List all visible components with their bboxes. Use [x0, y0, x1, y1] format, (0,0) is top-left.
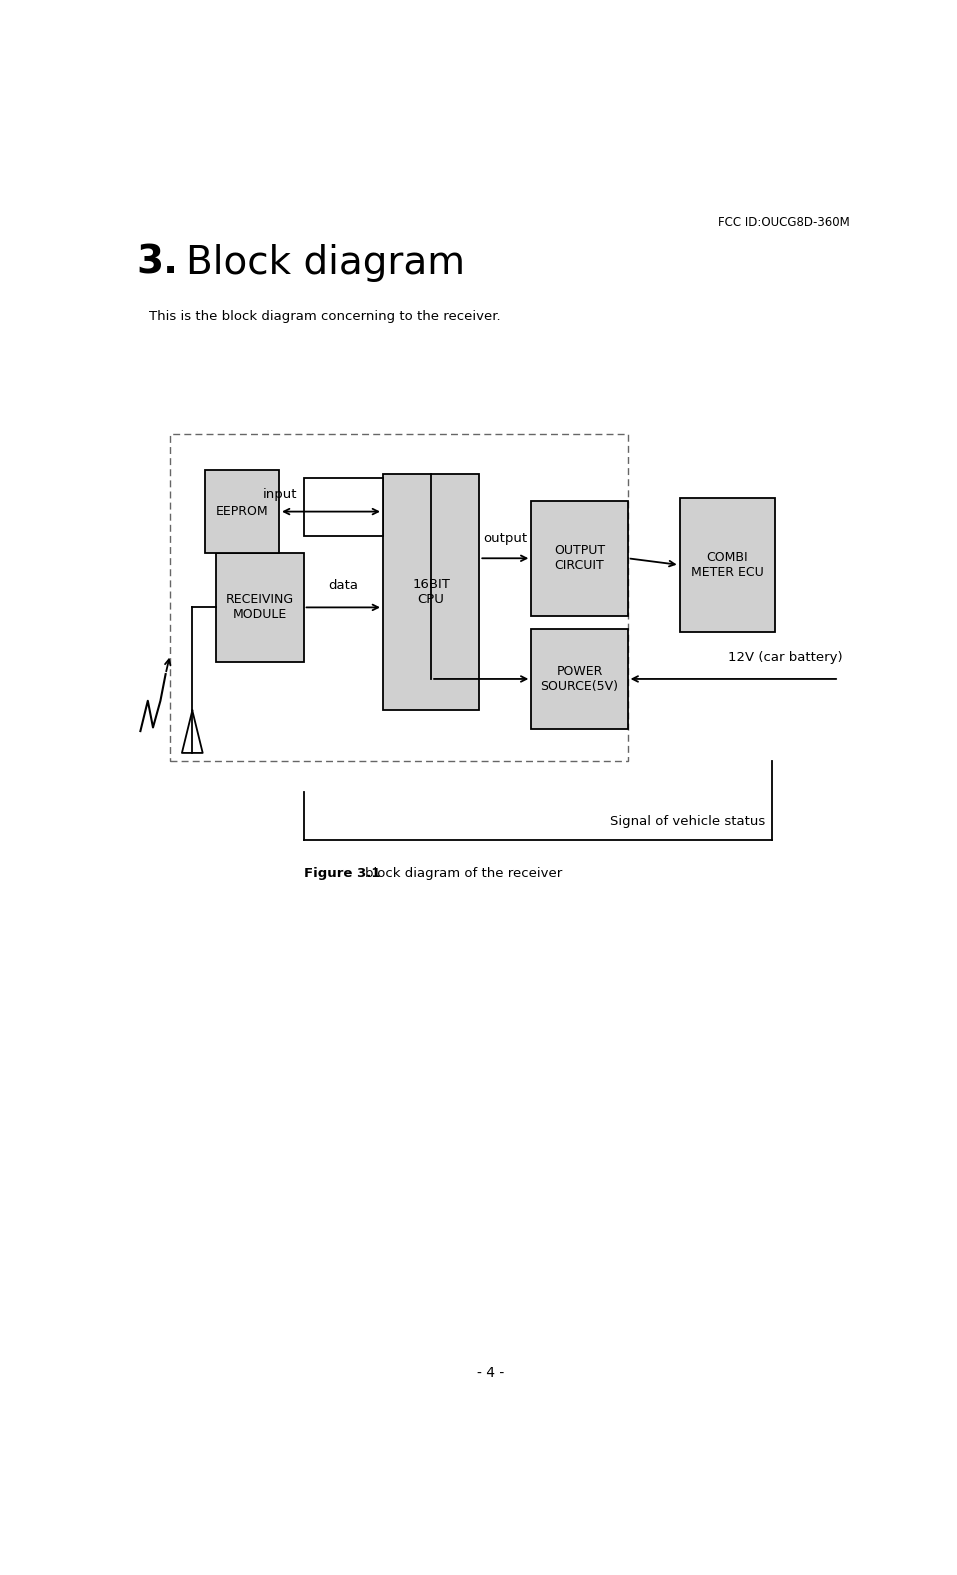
- Text: FCC ID:OUCG8D-360M: FCC ID:OUCG8D-360M: [719, 216, 850, 228]
- Text: This is the block diagram concerning to the receiver.: This is the block diagram concerning to …: [149, 310, 501, 323]
- Bar: [531, 501, 628, 616]
- Text: output: output: [483, 532, 527, 545]
- Text: Block diagram: Block diagram: [187, 244, 465, 282]
- Text: OUTPUT
CIRCUIT: OUTPUT CIRCUIT: [554, 545, 605, 572]
- Text: - 4 -: - 4 -: [477, 1366, 504, 1380]
- Bar: [205, 471, 279, 553]
- Text: 12V (car battery): 12V (car battery): [728, 652, 843, 665]
- Bar: [216, 553, 303, 662]
- Bar: [383, 474, 479, 710]
- Text: data: data: [328, 578, 358, 592]
- Text: RECEIVING
MODULE: RECEIVING MODULE: [226, 594, 294, 622]
- Bar: [303, 477, 383, 536]
- Text: Figure 3.1: Figure 3.1: [303, 866, 380, 880]
- Text: EEPROM: EEPROM: [215, 506, 268, 518]
- Text: COMBI
METER ECU: COMBI METER ECU: [691, 551, 764, 580]
- Text: POWER
SOURCE(5V): POWER SOURCE(5V): [541, 665, 618, 693]
- Text: 16BIT
CPU: 16BIT CPU: [412, 578, 450, 606]
- Text: block diagram of the receiver: block diagram of the receiver: [366, 866, 563, 880]
- Text: 3.: 3.: [136, 244, 178, 282]
- Bar: [531, 630, 628, 729]
- Text: Signal of vehicle status: Signal of vehicle status: [610, 816, 765, 828]
- Text: input: input: [263, 488, 298, 501]
- Bar: [679, 498, 774, 632]
- Bar: [170, 435, 628, 761]
